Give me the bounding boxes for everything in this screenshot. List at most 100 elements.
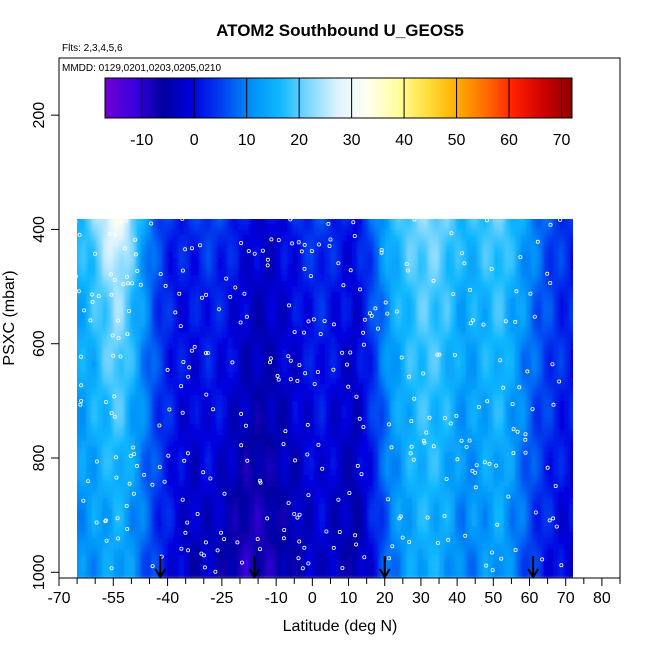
heatmap-cell — [135, 161, 141, 167]
heatmap-cell — [129, 429, 136, 436]
heatmap-cell — [243, 360, 250, 368]
heatmap-cell — [259, 526, 266, 533]
heatmap-cell — [113, 549, 120, 556]
heatmap-cell — [216, 543, 223, 551]
heatmap-cell — [271, 144, 277, 150]
heatmap-cell — [178, 338, 185, 345]
heatmap-cell — [320, 144, 326, 150]
heatmap-cell — [86, 269, 93, 276]
heatmap-cell — [341, 492, 348, 499]
heatmap-cell — [178, 458, 185, 465]
heatmap-cell — [135, 309, 142, 316]
heatmap-cell — [260, 195, 266, 201]
heatmap-cell — [254, 332, 261, 339]
heatmap-cell — [314, 526, 321, 533]
heatmap-cell — [281, 418, 288, 425]
heatmap-cell — [113, 201, 119, 207]
heatmap-cell — [189, 121, 195, 127]
heatmap-cell — [156, 263, 163, 271]
heatmap-cell — [124, 315, 131, 322]
heatmap-cell — [314, 219, 321, 225]
heatmap-cell — [308, 469, 315, 476]
heatmap-cell — [346, 406, 353, 413]
heatmap-cell — [346, 400, 353, 408]
heatmap-cell — [156, 412, 163, 419]
heatmap-cell — [183, 475, 190, 482]
heatmap-cell — [303, 252, 310, 259]
heatmap-cell — [81, 172, 87, 178]
heatmap-cell — [200, 383, 207, 391]
heatmap-cell — [384, 298, 391, 305]
heatmap-cell — [319, 520, 326, 528]
heatmap-cell — [276, 263, 283, 271]
heatmap-cell — [216, 509, 223, 516]
heatmap-cell — [70, 304, 76, 310]
heatmap-cell — [314, 360, 321, 368]
heatmap-cell — [167, 526, 174, 533]
heatmap-cell — [346, 240, 353, 248]
heatmap-cell — [308, 355, 315, 362]
heatmap-cell — [113, 355, 120, 362]
heatmap-cell — [341, 320, 348, 328]
heatmap-cell — [373, 366, 380, 373]
heatmap-cell — [319, 252, 326, 259]
heatmap-cell — [319, 338, 326, 345]
heatmap-cell — [346, 229, 353, 236]
heatmap-cell — [178, 429, 185, 436]
heatmap-cell — [259, 446, 266, 453]
heatmap-cell — [259, 320, 266, 328]
heatmap-cell — [140, 463, 147, 471]
heatmap-cell — [200, 275, 207, 282]
heatmap-cell — [135, 555, 142, 562]
heatmap-cell — [379, 475, 386, 482]
heatmap-cell — [145, 549, 152, 556]
heatmap-cell — [200, 246, 207, 253]
heatmap-cell — [162, 326, 169, 333]
heatmap-cell — [168, 149, 174, 155]
heatmap-cell — [206, 121, 212, 127]
heatmap-cell — [205, 538, 212, 545]
heatmap-cell — [227, 435, 234, 442]
heatmap-cell — [346, 458, 353, 465]
heatmap-cell — [309, 172, 315, 178]
heatmap-cell — [346, 315, 353, 322]
heatmap-cell — [118, 235, 125, 242]
heatmap-cell — [162, 315, 169, 322]
heatmap-cell — [145, 286, 152, 293]
heatmap-cell — [151, 429, 158, 436]
heatmap-cell — [135, 452, 142, 459]
heatmap-cell — [281, 503, 288, 511]
heatmap-cell — [276, 395, 283, 402]
heatmap-cell — [352, 320, 359, 328]
heatmap-cell — [292, 549, 299, 556]
heatmap-cell — [91, 406, 98, 413]
heatmap-cell — [238, 469, 245, 476]
heatmap-cell — [119, 155, 125, 161]
heatmap-cell — [238, 343, 245, 351]
heatmap-cell — [325, 492, 332, 499]
heatmap-cell — [118, 412, 125, 419]
heatmap-cell — [221, 309, 228, 316]
heatmap-cell — [178, 503, 185, 511]
heatmap-cell — [325, 212, 331, 218]
heatmap-cell — [183, 412, 190, 419]
heatmap-cell — [319, 560, 326, 568]
heatmap-cell — [314, 520, 321, 528]
heatmap-cell — [314, 515, 321, 522]
heatmap-cell — [173, 429, 180, 436]
heatmap-cell — [156, 309, 163, 316]
heatmap-cell — [335, 303, 342, 311]
heatmap-cell — [80, 572, 87, 578]
heatmap-cell — [151, 452, 158, 459]
heatmap-cell — [227, 269, 234, 276]
heatmap-cell — [270, 240, 277, 248]
heatmap-cell — [189, 435, 196, 442]
heatmap-cell — [124, 532, 131, 539]
heatmap-cell — [173, 149, 179, 155]
heatmap-cell — [238, 463, 245, 471]
heatmap-cell — [314, 458, 321, 465]
heatmap-cell — [368, 320, 375, 328]
heatmap-cell — [151, 435, 158, 442]
heatmap-cell — [297, 555, 304, 562]
heatmap-cell — [352, 212, 358, 218]
